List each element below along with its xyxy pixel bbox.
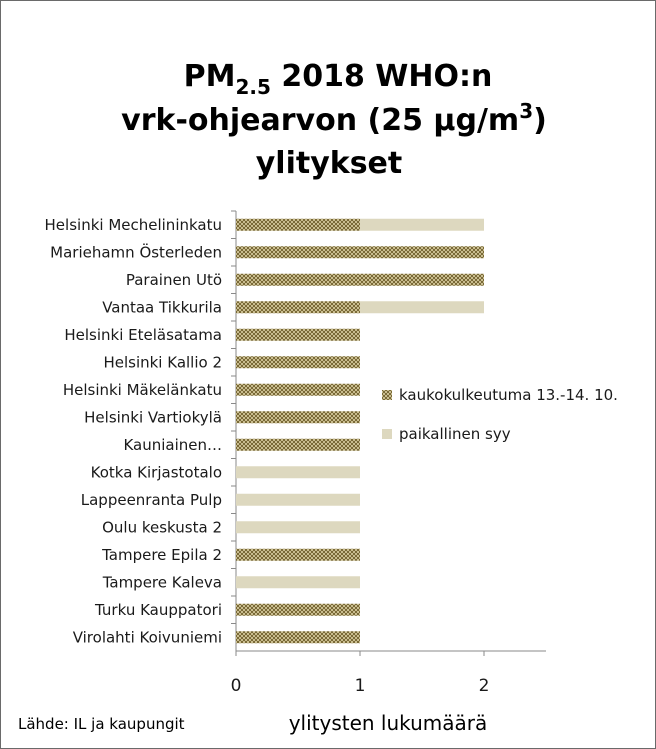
bar-kaukokulkeutuma bbox=[236, 631, 360, 644]
source-note: Lähde: IL ja kaupungit bbox=[18, 715, 185, 733]
category-label: Tampere Kaleva bbox=[102, 573, 222, 591]
category-label: Lappeenranta Pulp bbox=[81, 491, 222, 509]
category-label: Helsinki Mechelininkatu bbox=[45, 216, 222, 234]
chart-title-line-3: ylitykset bbox=[256, 146, 403, 181]
category-label: Helsinki Vartiokylä bbox=[84, 408, 222, 426]
category-label: Virolahti Koivuniemi bbox=[73, 628, 222, 646]
legend: kaukokulkeutuma 13.-14. 10. paikallinen s… bbox=[382, 386, 618, 443]
category-label: Parainen Utö bbox=[126, 271, 222, 289]
category-label: Kauniainen… bbox=[123, 436, 222, 454]
bar-kaukokulkeutuma bbox=[236, 411, 360, 424]
x-axis-label: ylitysten lukumäärä bbox=[289, 711, 488, 735]
x-tick-label: 0 bbox=[231, 676, 242, 696]
bar-kaukokulkeutuma bbox=[236, 301, 360, 314]
bar-kaukokulkeutuma bbox=[236, 438, 360, 451]
bar-paikallinen bbox=[236, 521, 360, 534]
legend-label: paikallinen syy bbox=[399, 425, 511, 443]
category-label: Helsinki Eteläsatama bbox=[64, 326, 222, 344]
category-label: Tampere Epila 2 bbox=[101, 546, 222, 564]
bar-paikallinen bbox=[236, 493, 360, 506]
legend-swatch bbox=[382, 429, 392, 439]
category-label: Mariehamn Österleden bbox=[50, 242, 222, 261]
plot-area: 0 1 2 Helsinki Mechelininkatu Mariehamn Öste… bbox=[45, 210, 546, 696]
bar-paikallinen bbox=[360, 218, 484, 231]
x-tick-label: 1 bbox=[355, 676, 366, 696]
category-label: Helsinki Mäkelänkatu bbox=[63, 381, 222, 399]
category-label: Helsinki Kallio 2 bbox=[103, 353, 222, 371]
bar-kaukokulkeutuma bbox=[236, 383, 360, 396]
category-label: Turku Kauppatori bbox=[94, 601, 222, 619]
bar-kaukokulkeutuma bbox=[236, 273, 484, 286]
bar-kaukokulkeutuma bbox=[236, 603, 360, 616]
legend-swatch bbox=[382, 390, 392, 400]
bar-kaukokulkeutuma bbox=[236, 356, 360, 369]
bar-paikallinen bbox=[236, 576, 360, 589]
category-label: Vantaa Tikkurila bbox=[102, 298, 222, 316]
bar-kaukokulkeutuma bbox=[236, 548, 360, 561]
chart-title-line-1: PM2.5 2018 WHO:n bbox=[184, 59, 493, 99]
category-label: Oulu keskusta 2 bbox=[102, 518, 222, 536]
bar-kaukokulkeutuma bbox=[236, 246, 484, 259]
bar-kaukokulkeutuma bbox=[236, 328, 360, 341]
chart-title-line-2: vrk-ohjearvon (25 µg/m3) bbox=[121, 99, 547, 138]
bar-paikallinen bbox=[360, 301, 484, 314]
legend-label: kaukokulkeutuma 13.-14. 10. bbox=[399, 386, 618, 404]
bar-paikallinen bbox=[236, 466, 360, 479]
bar-kaukokulkeutuma bbox=[236, 218, 360, 231]
x-tick-label: 2 bbox=[479, 676, 490, 696]
category-label: Kotka Kirjastotalo bbox=[91, 463, 222, 481]
